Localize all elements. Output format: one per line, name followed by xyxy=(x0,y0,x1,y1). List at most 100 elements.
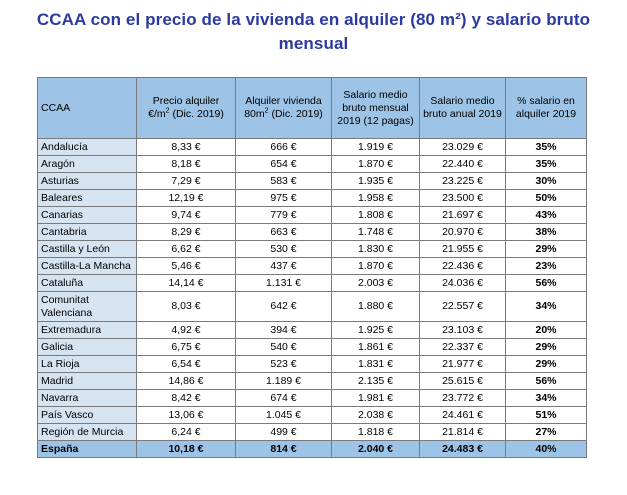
table-row: Asturias 7,29 €583 €1.935 €23.225 €30% xyxy=(37,172,587,190)
cell-salario-mensual: 1.831 € xyxy=(331,355,420,373)
cell-alquiler: 583 € xyxy=(235,172,332,190)
cell-precio: 13,06 € xyxy=(136,406,236,424)
table-row: Cantabria 8,29 €663 €1.748 €20.970 €38% xyxy=(37,223,587,241)
cell-precio: 5,46 € xyxy=(136,257,236,275)
header-salario-anual: Salario medio bruto anual 2019 xyxy=(419,77,506,139)
total-row: España 10,18 €814 €2.040 €24.483 €40% xyxy=(37,440,587,458)
cell-precio: 8,42 € xyxy=(136,389,236,407)
cell-pct: 56% xyxy=(505,274,587,292)
cell-precio: 8,29 € xyxy=(136,223,236,241)
cell-salario-mensual: 2.038 € xyxy=(331,406,420,424)
cell-ccaa: Canarias xyxy=(37,206,137,224)
cell-precio: 8,33 € xyxy=(136,138,236,156)
cell-ccaa: Castilla y León xyxy=(37,240,137,258)
cell-precio: 10,18 € xyxy=(136,440,236,458)
cell-alquiler: 530 € xyxy=(235,240,332,258)
cell-salario-mensual: 1.880 € xyxy=(331,291,420,322)
cell-precio: 14,14 € xyxy=(136,274,236,292)
cell-pct: 56% xyxy=(505,372,587,390)
cell-precio: 6,24 € xyxy=(136,423,236,441)
cell-pct: 35% xyxy=(505,155,587,173)
cell-salario-anual: 21.955 € xyxy=(419,240,506,258)
cell-ccaa: La Rioja xyxy=(37,355,137,373)
cell-alquiler: 1.189 € xyxy=(235,372,332,390)
cell-pct: 23% xyxy=(505,257,587,275)
cell-alquiler: 814 € xyxy=(235,440,332,458)
cell-ccaa: Cantabria xyxy=(37,223,137,241)
table-row: Comunitat Valenciana 8,03 €642 €1.880 €22… xyxy=(37,291,587,322)
cell-salario-anual: 25.615 € xyxy=(419,372,506,390)
cell-salario-anual: 24.483 € xyxy=(419,440,506,458)
page-title: CCAA con el precio de la vivienda en alq… xyxy=(0,8,627,56)
table-row: Baleares 12,19 €975 €1.958 €23.500 €50% xyxy=(37,189,587,207)
table-row: La Rioja 6,54 €523 €1.831 €21.977 €29% xyxy=(37,355,587,373)
cell-ccaa: Galicia xyxy=(37,338,137,356)
cell-salario-anual: 21.697 € xyxy=(419,206,506,224)
cell-pct: 20% xyxy=(505,321,587,339)
header-alquiler: Alquiler vivienda 80m2 (Dic. 2019) xyxy=(235,77,332,139)
cell-pct: 43% xyxy=(505,206,587,224)
cell-salario-anual: 22.440 € xyxy=(419,155,506,173)
cell-precio: 4,92 € xyxy=(136,321,236,339)
cell-ccaa: España xyxy=(37,440,137,458)
cell-pct: 51% xyxy=(505,406,587,424)
cell-salario-mensual: 2.135 € xyxy=(331,372,420,390)
cell-precio: 6,54 € xyxy=(136,355,236,373)
cell-alquiler: 779 € xyxy=(235,206,332,224)
cell-salario-anual: 23.103 € xyxy=(419,321,506,339)
cell-pct: 30% xyxy=(505,172,587,190)
table-row: Galicia 6,75 €540 €1.861 €22.337 €29% xyxy=(37,338,587,356)
cell-pct: 29% xyxy=(505,240,587,258)
cell-ccaa: Navarra xyxy=(37,389,137,407)
cell-pct: 38% xyxy=(505,223,587,241)
cell-pct: 50% xyxy=(505,189,587,207)
cell-salario-mensual: 1.748 € xyxy=(331,223,420,241)
cell-precio: 6,75 € xyxy=(136,338,236,356)
title-line-2: mensual xyxy=(278,34,349,53)
cell-salario-anual: 21.814 € xyxy=(419,423,506,441)
cell-salario-mensual: 1.935 € xyxy=(331,172,420,190)
cell-ccaa: Cataluña xyxy=(37,274,137,292)
cell-pct: 34% xyxy=(505,389,587,407)
cell-salario-mensual: 1.861 € xyxy=(331,338,420,356)
cell-precio: 6,62 € xyxy=(136,240,236,258)
cell-salario-anual: 23.029 € xyxy=(419,138,506,156)
cell-ccaa: Asturias xyxy=(37,172,137,190)
cell-salario-anual: 22.436 € xyxy=(419,257,506,275)
cell-precio: 12,19 € xyxy=(136,189,236,207)
cell-pct: 34% xyxy=(505,291,587,322)
cell-pct: 27% xyxy=(505,423,587,441)
cell-pct: 29% xyxy=(505,355,587,373)
cell-salario-mensual: 1.919 € xyxy=(331,138,420,156)
header-pct: % salario en alquiler 2019 xyxy=(505,77,587,139)
header-row: CCAA Precio alquiler €/m2 (Dic. 2019) Alq… xyxy=(37,77,587,139)
cell-salario-anual: 23.500 € xyxy=(419,189,506,207)
cell-alquiler: 654 € xyxy=(235,155,332,173)
header-ccaa: CCAA xyxy=(37,77,137,139)
cell-salario-anual: 22.557 € xyxy=(419,291,506,322)
cell-alquiler: 540 € xyxy=(235,338,332,356)
cell-precio: 14,86 € xyxy=(136,372,236,390)
cell-salario-mensual: 2.003 € xyxy=(331,274,420,292)
cell-pct: 29% xyxy=(505,338,587,356)
cell-ccaa: Aragón xyxy=(37,155,137,173)
table-row: Extremadura 4,92 €394 €1.925 €23.103 €20% xyxy=(37,321,587,339)
cell-alquiler: 437 € xyxy=(235,257,332,275)
cell-precio: 8,03 € xyxy=(136,291,236,322)
table-row: Cataluña 14,14 €1.131 €2.003 €24.036 €56% xyxy=(37,274,587,292)
table-row: Castilla-La Mancha 5,46 €437 €1.870 €22.4… xyxy=(37,257,587,275)
cell-alquiler: 1.131 € xyxy=(235,274,332,292)
cell-alquiler: 666 € xyxy=(235,138,332,156)
cell-precio: 7,29 € xyxy=(136,172,236,190)
cell-salario-mensual: 2.040 € xyxy=(331,440,420,458)
cell-alquiler: 1.045 € xyxy=(235,406,332,424)
cell-salario-anual: 21.977 € xyxy=(419,355,506,373)
cell-salario-anual: 23.772 € xyxy=(419,389,506,407)
cell-alquiler: 523 € xyxy=(235,355,332,373)
cell-salario-mensual: 1.870 € xyxy=(331,257,420,275)
cell-alquiler: 674 € xyxy=(235,389,332,407)
cell-ccaa: Castilla-La Mancha xyxy=(37,257,137,275)
cell-pct: 35% xyxy=(505,138,587,156)
cell-salario-anual: 24.461 € xyxy=(419,406,506,424)
table-row: Aragón 8,18 €654 €1.870 €22.440 €35% xyxy=(37,155,587,173)
